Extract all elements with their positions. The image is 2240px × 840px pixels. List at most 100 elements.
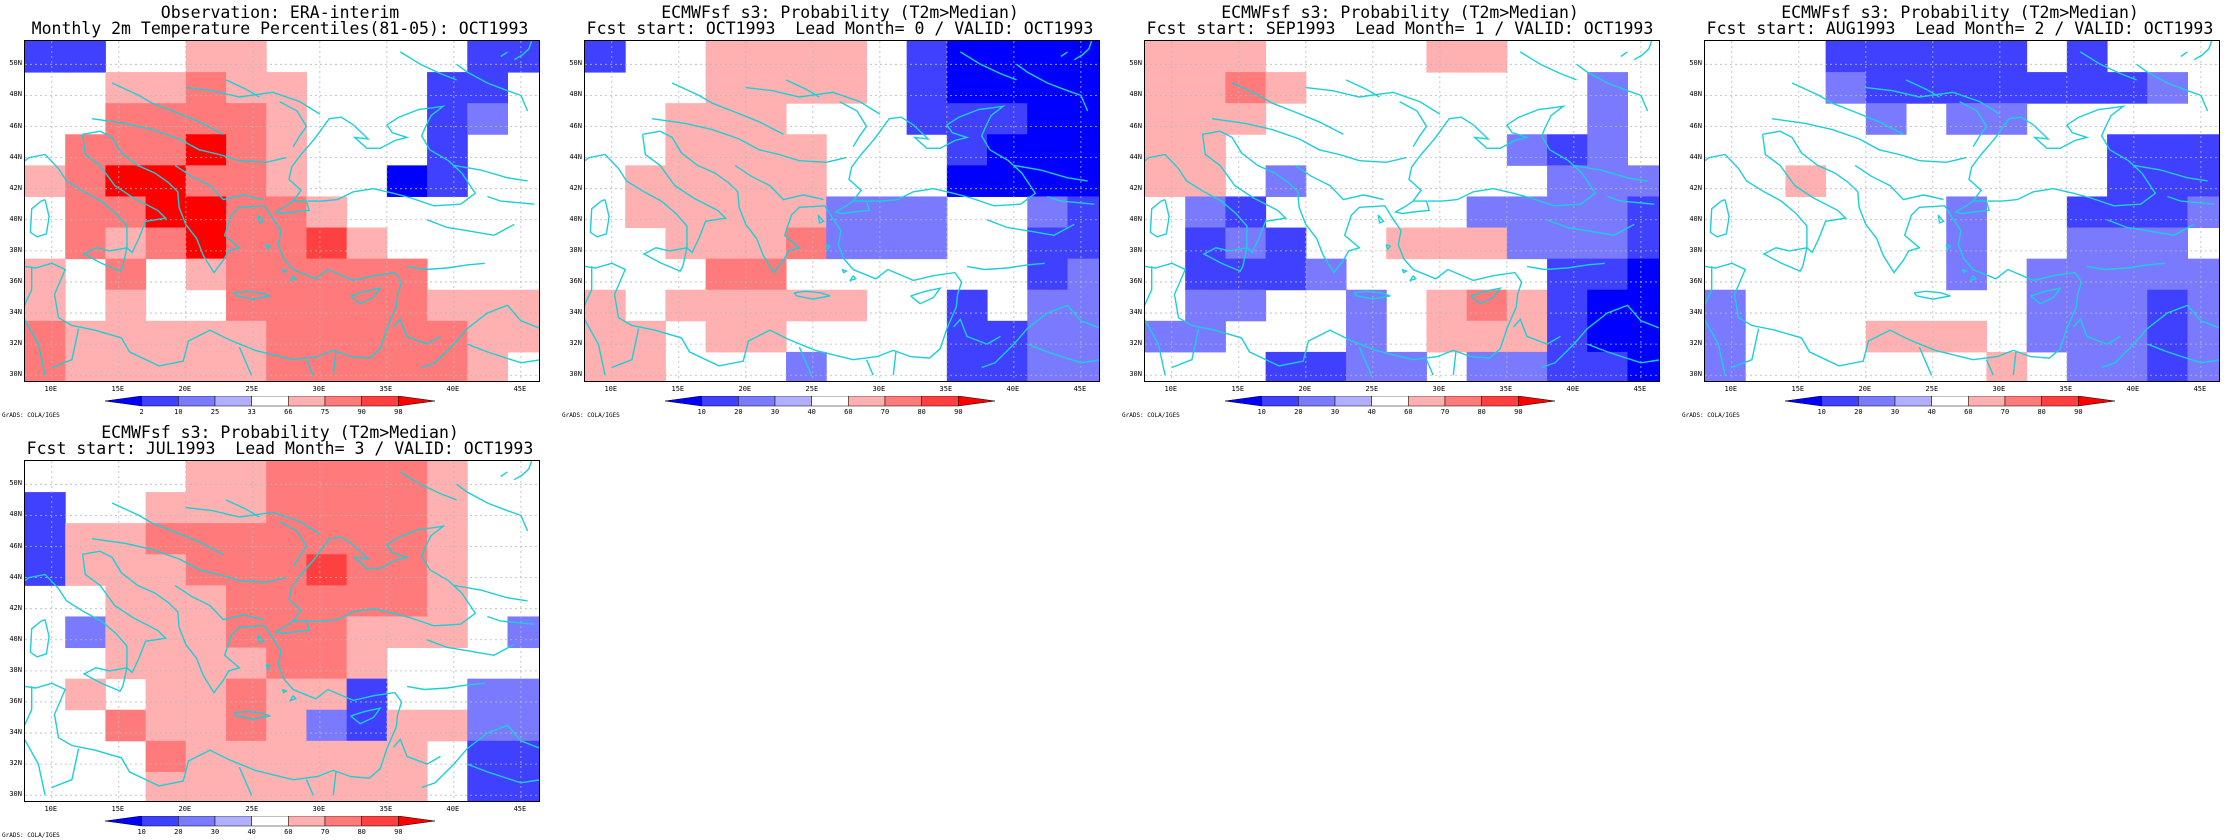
grid-cell: [946, 134, 988, 166]
latitude-label: 30N: [569, 370, 582, 379]
grid-cell: [266, 647, 307, 680]
colorbar-swatch: [738, 396, 776, 407]
colorbar-tick-label: 60: [1404, 408, 1413, 416]
grid-cell: [427, 72, 468, 104]
grid-cell: [185, 196, 227, 229]
grid-cell: [226, 461, 267, 493]
colorbar-swatch: [1518, 396, 1555, 407]
grid-cell: [266, 492, 307, 524]
grid-cell: [386, 585, 428, 617]
grid-cell: [1587, 258, 1628, 291]
coastline: [734, 164, 824, 201]
grid-cell: [1466, 289, 1508, 322]
grid-cell: [226, 771, 267, 801]
coastline: [257, 214, 265, 224]
coastline: [2180, 51, 2188, 58]
longitude-label: 35E: [379, 805, 393, 813]
grid-cell: [467, 289, 508, 322]
coastline: [1913, 290, 1951, 300]
longitude-label: 15E: [671, 385, 685, 393]
grid-cell: [145, 196, 187, 229]
grid-cell: [145, 740, 187, 773]
latitude-label: 34N: [1129, 308, 1142, 317]
grid-cell: [1547, 227, 1588, 260]
grid-cell: [1265, 258, 1307, 291]
colorbar-swatch: [398, 816, 435, 827]
coastline: [29, 198, 50, 238]
coastline: [25, 686, 46, 796]
panel-lead1: ECMWFsf s3: Probability (T2m>Median) Fcs…: [1120, 0, 1680, 420]
grid-cell: [705, 72, 747, 104]
grid-cell: [1627, 289, 1659, 322]
grid-cell: [1145, 72, 1186, 104]
coastline: [279, 100, 308, 148]
grid-cell: [826, 289, 867, 322]
coastline: [1968, 275, 1977, 282]
latitude-label: 46N: [569, 121, 582, 130]
grid-cell: [1067, 320, 1099, 353]
grid-cell: [1386, 227, 1427, 260]
grid-cell: [266, 258, 307, 291]
colorbar: 10 20 30 40 60 70 80 90: [1785, 396, 2115, 416]
grid-cell: [226, 196, 267, 229]
coastline: [82, 667, 128, 692]
coastline: [1145, 266, 1166, 376]
grid-cell: [427, 103, 468, 135]
grid-cell: [705, 196, 747, 229]
coastline: [500, 51, 508, 58]
coastline: [467, 343, 539, 364]
panel-title: ECMWFsf s3: Probability (T2m>Median): [661, 3, 1019, 22]
panel-subtitle: Fcst start: OCT1993 Lead Month= 0 / VALI…: [586, 19, 1094, 38]
grid-cell: [427, 492, 468, 524]
map-area: [1144, 40, 1660, 382]
grid-cell: [2026, 289, 2068, 322]
grid-cell: [1906, 320, 1947, 353]
coastline: [1731, 328, 1760, 369]
grid-cell: [226, 41, 267, 73]
longitude-label: 35E: [379, 385, 393, 393]
grid-cell: [2107, 134, 2148, 166]
grid-cell: [1627, 165, 1659, 197]
grid-cell: [1067, 351, 1099, 381]
longitude-label: 45E: [1073, 385, 1087, 393]
coastline: [1620, 51, 1628, 58]
grid-cell: [226, 165, 267, 197]
grid-cell: [625, 351, 666, 381]
grid-cell: [145, 227, 187, 260]
grid-cell: [145, 616, 187, 649]
coastline: [257, 634, 265, 644]
coastline: [51, 748, 80, 789]
latitude-label: 46N: [1129, 121, 1142, 130]
grid-cell: [185, 351, 227, 381]
grid-cell: [185, 165, 227, 197]
grid-cell: [946, 103, 988, 135]
coastline: [953, 317, 1001, 345]
grid-cell: [507, 678, 539, 711]
grid-cell: [2147, 134, 2188, 166]
coastline: [1705, 130, 2083, 367]
colorbar-swatch: [1894, 396, 1932, 407]
latitude-label: 46N: [9, 121, 22, 130]
colorbar-swatch: [251, 396, 289, 407]
coastline: [798, 346, 813, 376]
coastline: [1358, 346, 1373, 376]
coastline: [281, 268, 289, 274]
grid-cell: [1466, 227, 1508, 260]
latitude-label: 46N: [9, 541, 22, 550]
map-svg: [25, 41, 539, 381]
latitude-label: 34N: [569, 308, 582, 317]
grid-cell: [145, 320, 187, 353]
grid-cell: [987, 72, 1028, 104]
latitude-label: 48N: [9, 90, 22, 99]
colorbar-tick-label: 80: [1477, 408, 1486, 416]
coastline: [1408, 275, 1417, 282]
colorbar-swatch: [251, 816, 289, 827]
coastline: [273, 200, 310, 215]
colorbar-tick-label: 30: [1330, 408, 1340, 416]
coastline: [1027, 343, 1099, 364]
coastline: [1937, 214, 1945, 224]
grid-cell: [427, 351, 468, 381]
coastline: [1519, 51, 1577, 81]
grid-cell: [2026, 72, 2068, 104]
grid-cell: [266, 227, 307, 260]
